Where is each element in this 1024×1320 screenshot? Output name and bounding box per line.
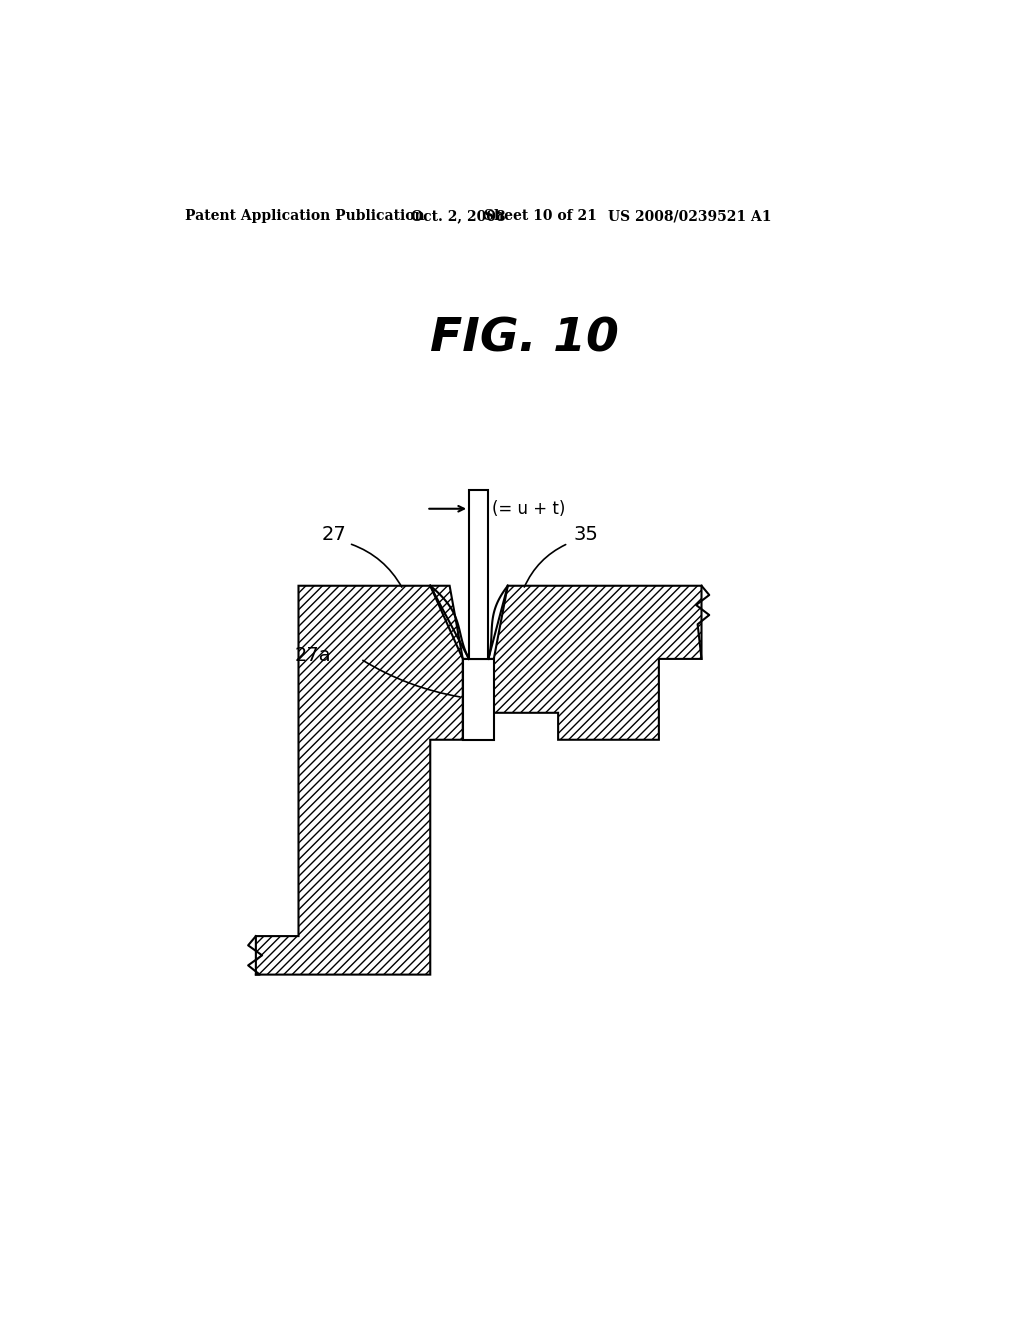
Text: US 2008/0239521 A1: US 2008/0239521 A1 bbox=[608, 209, 772, 223]
Bar bbox=[469, 490, 488, 659]
Polygon shape bbox=[256, 586, 463, 974]
Text: 27a: 27a bbox=[295, 645, 331, 664]
Text: Patent Application Publication: Patent Application Publication bbox=[184, 209, 424, 223]
Text: (= u + t): (= u + t) bbox=[493, 500, 565, 517]
Text: Oct. 2, 2008: Oct. 2, 2008 bbox=[411, 209, 506, 223]
Polygon shape bbox=[430, 586, 701, 739]
Text: FIG. 10: FIG. 10 bbox=[430, 317, 620, 362]
Text: 27: 27 bbox=[322, 524, 346, 544]
Bar bbox=[463, 659, 494, 739]
Text: 35: 35 bbox=[573, 524, 598, 544]
Text: Sheet 10 of 21: Sheet 10 of 21 bbox=[484, 209, 597, 223]
